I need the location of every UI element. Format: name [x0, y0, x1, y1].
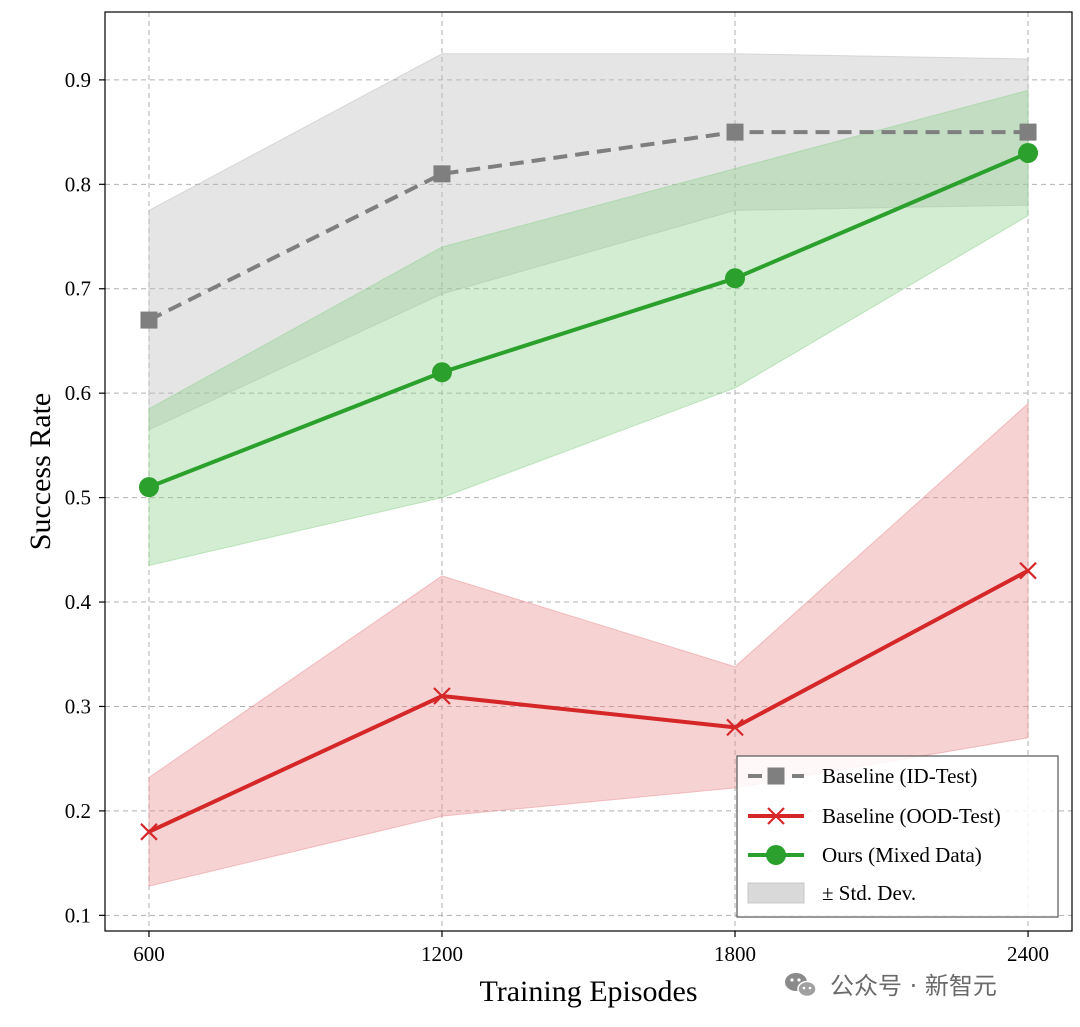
- y-tick-label: 0.1: [65, 903, 91, 927]
- y-tick-label: 0.3: [65, 694, 91, 718]
- x-tick-label: 2400: [1007, 942, 1049, 966]
- legend-label: ± Std. Dev.: [822, 881, 916, 905]
- x-tick-label: 1200: [421, 942, 463, 966]
- data-point: [140, 823, 158, 841]
- data-point: [726, 718, 744, 737]
- legend-marker: [766, 845, 786, 865]
- x-marker-stroke: [1019, 561, 1037, 580]
- y-tick-label: 0.6: [65, 381, 91, 405]
- data-point: [433, 687, 451, 705]
- data-point: [725, 268, 746, 289]
- data-point: [726, 123, 744, 141]
- legend-label: Baseline (OOD-Test): [822, 804, 1001, 828]
- axis-ticks: 600 1200 1800 2400 0.1 0.2 0.3 0.4 0.5 0.6 0.7 0.8 0…: [65, 68, 1049, 966]
- y-axis-title: Success Rate: [24, 393, 57, 550]
- y-tick-label: 0.7: [65, 277, 91, 301]
- data-point: [138, 477, 159, 498]
- watermark: 公众号 · 新智元: [785, 972, 997, 1000]
- data-point: [431, 362, 452, 383]
- data-point: [140, 311, 158, 329]
- series-line: [148, 130, 1029, 322]
- series-line: [148, 151, 1029, 490]
- legend: Baseline (ID-Test) Baseline (OOD-Test) Our…: [736, 755, 1059, 918]
- legend-marker: [767, 807, 785, 825]
- x-tick-label: 1800: [714, 942, 756, 966]
- y-tick-label: 0.9: [65, 68, 91, 92]
- legend-band-swatch: [747, 882, 805, 904]
- legend-label: Ours (Mixed Data): [822, 843, 982, 867]
- data-point: [1019, 561, 1037, 580]
- data-point: [433, 165, 451, 183]
- x-marker-stroke: [140, 823, 158, 841]
- x-tick-label: 600: [133, 942, 165, 966]
- y-tick-label: 0.4: [65, 590, 92, 614]
- data-point: [1019, 123, 1037, 141]
- series-markers: [138, 123, 1039, 841]
- y-tick-label: 0.2: [65, 799, 91, 823]
- y-tick-label: 0.8: [65, 172, 91, 196]
- wechat-icon: [785, 973, 817, 998]
- data-point: [1018, 142, 1039, 163]
- series-lines: [148, 130, 1029, 834]
- x-marker-stroke: [726, 718, 744, 737]
- legend-label: Baseline (ID-Test): [822, 764, 977, 788]
- plot-frame: [104, 11, 1073, 932]
- x-marker-stroke: [767, 807, 785, 825]
- legend-marker: [767, 767, 785, 785]
- x-marker-stroke: [433, 687, 451, 705]
- watermark-text: 公众号 · 新智元: [830, 972, 997, 1000]
- x-axis-title: Training Episodes: [479, 975, 697, 1008]
- std-dev-band: [148, 89, 1029, 567]
- y-tick-label: 0.5: [65, 486, 91, 510]
- legend-items: Baseline (ID-Test) Baseline (OOD-Test) Our…: [747, 764, 1001, 905]
- series-line: [148, 568, 1029, 834]
